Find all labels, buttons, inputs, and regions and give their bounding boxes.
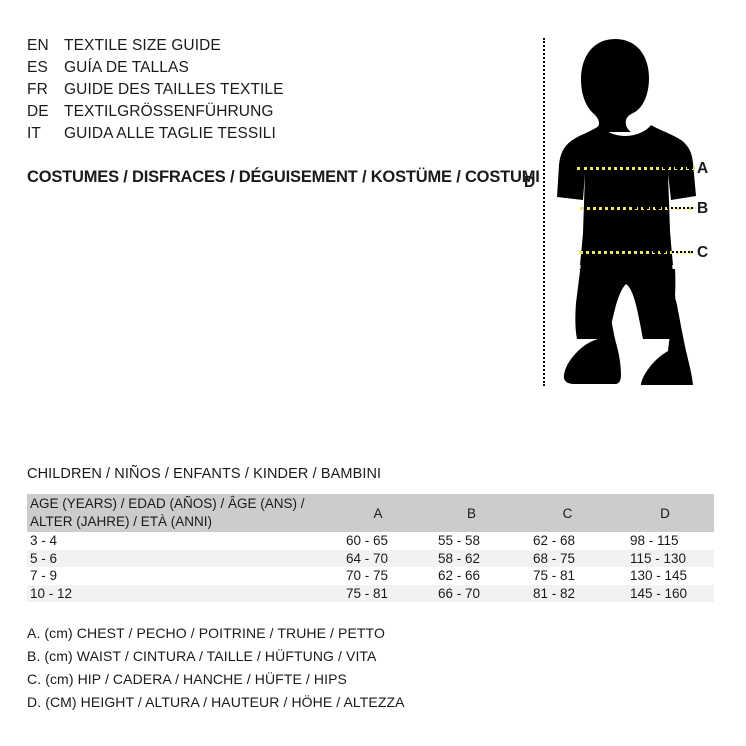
cell-a: 75 - 81: [346, 585, 389, 601]
table-row: 10 - 12 75 - 81 66 - 70 81 - 82 145 - 16…: [27, 584, 714, 602]
language-row-es: ES GUÍA DE TALLAS: [27, 59, 497, 81]
cell-b: 58 - 62: [438, 550, 481, 566]
legend-item-a: A. (cm) CHEST / PECHO / POITRINE / TRUHE…: [27, 625, 385, 641]
language-text-es: GUÍA DE TALLAS: [64, 59, 189, 76]
language-code-es: ES: [27, 59, 48, 76]
language-text-it: GUIDA ALLE TAGLIE TESSILI: [64, 125, 276, 142]
cell-age: 10 - 12: [30, 585, 73, 601]
table-row: 5 - 6 64 - 70 58 - 62 68 - 75 115 - 130: [27, 549, 714, 567]
table-header-age-line1: AGE (YEARS) / EDAD (AÑOS) / ÂGE (ANS) /: [30, 495, 305, 511]
language-row-fr: FR GUIDE DES TAILLES TEXTILE: [27, 81, 497, 103]
leader-line-c: [653, 251, 693, 253]
leader-line-a: [659, 167, 693, 169]
children-section-title: CHILDREN / NIÑOS / ENFANTS / KINDER / BA…: [27, 466, 382, 482]
language-text-fr: GUIDE DES TAILLES TEXTILE: [64, 81, 284, 98]
cell-d: 145 - 160: [630, 585, 688, 601]
cell-d: 98 - 115: [630, 533, 679, 549]
cell-age: 3 - 4: [30, 533, 58, 549]
costumes-title: COSTUMES / DISFRACES / DÉGUISEMENT / KOS…: [27, 168, 540, 186]
language-code-it: IT: [27, 125, 41, 142]
chest-measure-dash: [577, 167, 695, 170]
language-row-de: DE TEXTILGRÖSSENFÜHRUNG: [27, 103, 497, 125]
cell-c: 75 - 81: [533, 568, 576, 584]
table-header-d: D: [660, 505, 670, 521]
language-code-fr: FR: [27, 81, 48, 98]
legend-item-c: C. (cm) HIP / CADERA / HANCHE / HÜFTE / …: [27, 671, 347, 687]
table-header-age-line2: ALTER (JAHRE) / ETÀ (ANNI): [30, 514, 213, 529]
cell-a: 64 - 70: [346, 550, 389, 566]
legend-item-d: D. (CM) HEIGHT / ALTURA / HAUTEUR / HÖHE…: [27, 694, 405, 710]
language-text-en: TEXTILE SIZE GUIDE: [64, 37, 221, 54]
cell-b: 55 - 58: [438, 533, 481, 549]
cell-a: 60 - 65: [346, 533, 389, 549]
language-text-de: TEXTILGRÖSSENFÜHRUNG: [64, 103, 274, 120]
table-header-row: AGE (YEARS) / EDAD (AÑOS) / ÂGE (ANS) / …: [27, 494, 714, 532]
dimension-label-d: D: [524, 174, 536, 191]
height-measure-line: [543, 38, 545, 386]
size-table: AGE (YEARS) / EDAD (AÑOS) / ÂGE (ANS) / …: [27, 494, 714, 602]
table-header-a: A: [373, 505, 383, 521]
cell-age: 7 - 9: [30, 568, 58, 584]
dimension-label-a: A: [697, 160, 709, 177]
cell-b: 62 - 66: [438, 568, 481, 584]
table-header-c: C: [562, 505, 573, 521]
cell-c: 62 - 68: [533, 533, 576, 549]
cell-c: 81 - 82: [533, 585, 576, 601]
dimension-label-b: B: [697, 200, 709, 217]
leader-line-b: [635, 207, 693, 209]
table-row: 3 - 4 60 - 65 55 - 58 62 - 68 98 - 115: [27, 532, 714, 550]
child-silhouette-icon: [557, 39, 696, 385]
table-header-age: AGE (YEARS) / EDAD (AÑOS) / ÂGE (ANS) / …: [27, 494, 332, 532]
table-header-b: B: [466, 505, 476, 521]
language-code-de: DE: [27, 103, 49, 120]
language-header-block: EN TEXTILE SIZE GUIDE ES GUÍA DE TALLAS …: [27, 37, 497, 147]
measurement-legend: A. (cm) CHEST / PECHO / POITRINE / TRUHE…: [27, 622, 405, 714]
cell-d: 115 - 130: [630, 550, 687, 566]
table-row: 7 - 9 70 - 75 62 - 66 75 - 81 130 - 145: [27, 567, 714, 585]
cell-age: 5 - 6: [30, 550, 58, 566]
cell-d: 130 - 145: [630, 568, 688, 584]
hip-measure-dash: [579, 251, 693, 254]
cell-b: 66 - 70: [438, 585, 481, 601]
cell-c: 68 - 75: [533, 550, 576, 566]
language-row-it: IT GUIDA ALLE TAGLIE TESSILI: [27, 125, 497, 147]
size-figure-diagram: D A B C: [505, 25, 740, 386]
language-row-en: EN TEXTILE SIZE GUIDE: [27, 37, 497, 59]
language-code-en: EN: [27, 37, 49, 54]
cell-a: 70 - 75: [346, 568, 389, 584]
legend-item-b: B. (cm) WAIST / CINTURA / TAILLE / HÜFTU…: [27, 648, 377, 664]
dimension-label-c: C: [697, 244, 709, 261]
